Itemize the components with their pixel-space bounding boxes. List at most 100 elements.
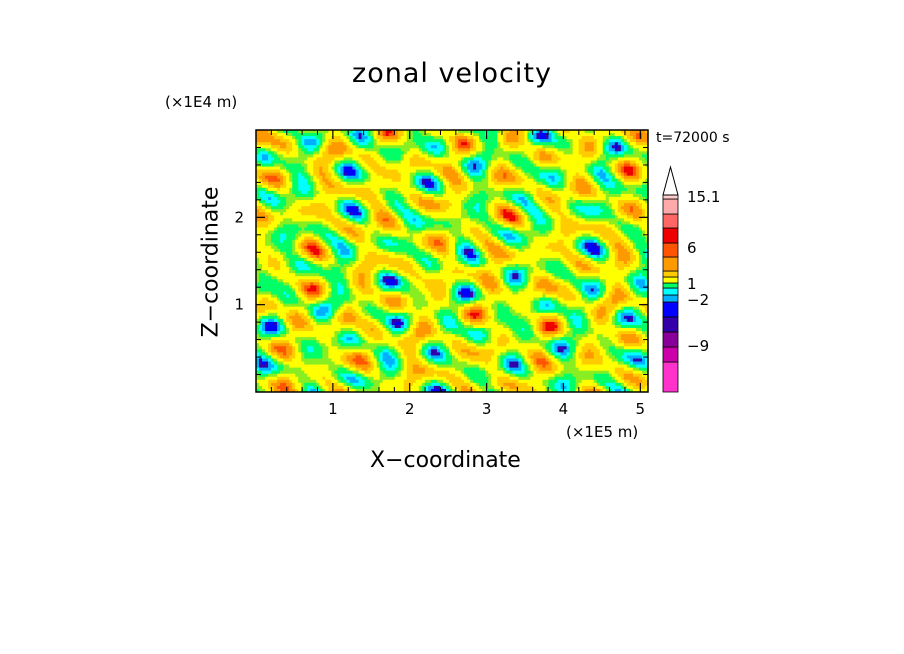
field-cell [286, 197, 290, 201]
field-cell [587, 133, 592, 137]
field-cell [334, 203, 339, 207]
field-cell [301, 166, 305, 171]
field-cell [262, 187, 266, 192]
field-cell [298, 157, 302, 162]
field-cell [476, 187, 480, 192]
field-cell [458, 178, 462, 183]
field-cell [623, 187, 628, 192]
field-cell [479, 157, 483, 162]
field-cell [376, 145, 381, 149]
field-cell [488, 160, 492, 165]
field-cell [515, 187, 519, 192]
field-cell [458, 139, 462, 143]
field-cell [283, 190, 287, 195]
field-cell [485, 142, 489, 146]
field-cell [506, 145, 510, 149]
field-cell [473, 169, 477, 174]
field-cell [521, 142, 525, 146]
field-cell [557, 193, 562, 198]
field-cell [491, 151, 495, 155]
field-cell [542, 184, 547, 189]
field-cell [593, 154, 598, 159]
field-cell [301, 172, 305, 177]
field-cell [295, 178, 299, 183]
field-cell [632, 145, 637, 149]
field-cell [373, 169, 378, 174]
field-cell [364, 175, 369, 180]
field-cell [632, 184, 637, 189]
field-cell [590, 200, 595, 204]
field-cell [494, 172, 498, 177]
field-cell [397, 197, 402, 201]
field-cell [485, 166, 489, 171]
field-cell [304, 133, 308, 137]
field-cell [479, 172, 483, 177]
field-cell [464, 142, 468, 146]
field-cell [343, 133, 348, 137]
field-cell [304, 136, 308, 140]
field-cell [536, 160, 541, 165]
field-cell [524, 154, 528, 159]
field-cell [521, 200, 525, 204]
field-cell [599, 190, 604, 195]
field-cell [427, 139, 432, 143]
field-cell [259, 197, 263, 201]
field-cell [584, 184, 589, 189]
field-cell [593, 148, 598, 152]
field-cell [488, 175, 492, 180]
field-cell [590, 184, 595, 189]
field-cell [274, 172, 278, 177]
field-cell [340, 184, 345, 189]
field-cell [617, 184, 622, 189]
field-cell [352, 184, 357, 189]
field-cell [485, 151, 489, 155]
field-cell [614, 163, 619, 168]
field-cell [617, 175, 622, 180]
field-cell [424, 190, 429, 195]
field-cell [289, 142, 293, 146]
field-cell [491, 139, 495, 143]
field-cell [512, 136, 516, 140]
field-cell [358, 133, 363, 137]
field-cell [292, 136, 296, 140]
field-cell [439, 136, 444, 140]
field-cell [424, 166, 429, 171]
field-cell [409, 166, 414, 171]
field-cell [277, 151, 281, 155]
field-cell [262, 160, 266, 165]
field-cell [385, 181, 390, 186]
field-cell [620, 184, 625, 189]
field-cell [415, 187, 420, 192]
field-cell [322, 175, 326, 180]
field-cell [545, 133, 550, 137]
field-cell [289, 166, 293, 171]
field-cell [587, 142, 592, 146]
field-cell [500, 181, 504, 186]
field-cell [400, 151, 405, 155]
field-cell [349, 148, 354, 152]
field-cell [635, 184, 640, 189]
field-cell [334, 154, 339, 159]
field-cell [310, 139, 314, 143]
field-cell [307, 203, 311, 207]
field-cell [542, 181, 547, 186]
field-cell [626, 145, 631, 149]
field-cell [304, 130, 308, 134]
field-cell [433, 163, 438, 168]
field-cell [295, 157, 299, 162]
field-cell [527, 154, 531, 159]
field-cell [509, 145, 513, 149]
field-cell [503, 203, 507, 207]
field-cell [448, 151, 453, 155]
field-cell [584, 139, 589, 143]
field-cell [430, 175, 435, 180]
field-cell [554, 181, 559, 186]
field-cell [488, 142, 492, 146]
field-cell [298, 154, 302, 159]
field-cell [358, 163, 363, 168]
field-cell [292, 148, 296, 152]
field-cell [268, 190, 272, 195]
field-cell [587, 166, 592, 171]
field-cell [352, 142, 357, 146]
field-cell [403, 181, 408, 186]
